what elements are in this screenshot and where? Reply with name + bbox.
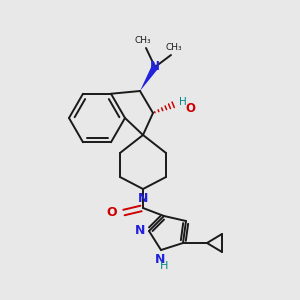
Text: H: H (160, 261, 168, 271)
Text: O: O (106, 206, 117, 220)
Text: N: N (155, 253, 165, 266)
Text: N: N (150, 61, 160, 74)
Text: CH₃: CH₃ (135, 36, 151, 45)
Text: H: H (179, 97, 187, 107)
Text: N: N (135, 224, 145, 238)
Text: N: N (138, 192, 148, 205)
Text: O: O (185, 101, 195, 115)
Polygon shape (140, 65, 158, 91)
Text: CH₃: CH₃ (166, 43, 182, 52)
